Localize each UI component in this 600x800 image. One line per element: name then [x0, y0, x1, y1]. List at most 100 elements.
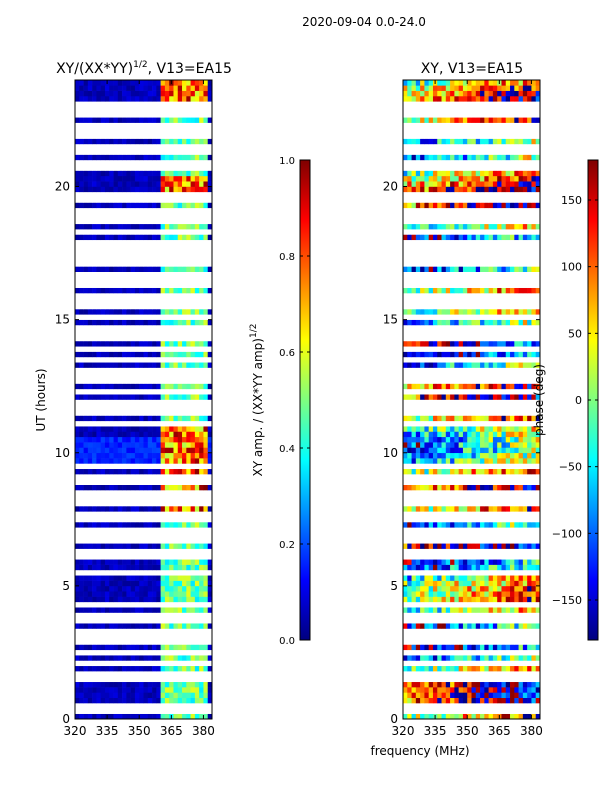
- phase-cell: [428, 703, 434, 709]
- phase-cell: [501, 553, 507, 560]
- amplitude-cell: [147, 687, 153, 693]
- amplitude-cell: [173, 404, 179, 411]
- amplitude-cell: [122, 452, 127, 459]
- amplitude-cell: [194, 133, 200, 139]
- amplitude-cell: [147, 175, 153, 182]
- phase-cell: [441, 623, 447, 629]
- amplitude-cell: [164, 223, 170, 230]
- amplitude-cell: [164, 458, 170, 464]
- amplitude-cell: [130, 287, 136, 294]
- phase-cell: [505, 612, 511, 619]
- amplitude-cell: [130, 191, 136, 198]
- amplitude-cell: [160, 404, 166, 411]
- amplitude-cell: [203, 543, 209, 549]
- phase-cell: [484, 633, 489, 640]
- amplitude-cell: [117, 308, 123, 315]
- amplitude-cell: [143, 692, 149, 698]
- amplitude-cell: [169, 229, 174, 235]
- amplitude-colorbar-tick-label: 0.8: [279, 252, 295, 263]
- amplitude-cell: [203, 106, 209, 113]
- amplitude-cell: [79, 271, 84, 278]
- phase-cell: [428, 543, 434, 549]
- phase-cell: [407, 612, 412, 619]
- amplitude-cell: [173, 521, 179, 528]
- phase-cell: [484, 676, 489, 683]
- amplitude-cell: [207, 229, 213, 235]
- amplitude-cell: [92, 95, 97, 102]
- amplitude-cell: [173, 191, 179, 198]
- amplitude-cell: [199, 585, 204, 592]
- amplitude-cell: [203, 277, 209, 283]
- amplitude-cell: [126, 170, 131, 177]
- amplitude-cell: [104, 282, 110, 288]
- phase-cell: [441, 548, 447, 555]
- amplitude-cell: [152, 229, 157, 235]
- amplitude-cell: [113, 655, 119, 661]
- amplitude-cell: [207, 287, 213, 294]
- amplitude-cell: [139, 213, 144, 219]
- amplitude-cell: [160, 191, 166, 198]
- amplitude-cell: [139, 324, 144, 331]
- amplitude-cell: [207, 303, 213, 310]
- phase-cell: [492, 628, 498, 635]
- amplitude-cell: [160, 261, 166, 267]
- phase-cell: [428, 644, 434, 651]
- amplitude-cell: [83, 362, 89, 368]
- amplitude-cell: [156, 506, 161, 512]
- amplitude-cell: [164, 415, 170, 422]
- amplitude-cell: [113, 687, 119, 693]
- amplitude-cell: [194, 553, 200, 560]
- amplitude-cell: [75, 452, 80, 459]
- amplitude-cell: [83, 282, 89, 288]
- amplitude-cell: [117, 314, 123, 320]
- amplitude-cell: [173, 111, 179, 118]
- amplitude-cell: [147, 543, 153, 549]
- phase-cell: [432, 532, 438, 539]
- amplitude-cell: [75, 601, 80, 608]
- amplitude-cell: [134, 117, 140, 123]
- phase-cell: [441, 687, 447, 693]
- amplitude-cell: [92, 484, 97, 491]
- amplitude-cell: [109, 431, 114, 438]
- amplitude-cell: [199, 601, 204, 608]
- phase-cell: [518, 623, 524, 629]
- amplitude-cell: [160, 559, 166, 565]
- amplitude-cell: [100, 383, 106, 390]
- phase-cell: [415, 660, 421, 667]
- amplitude-cell: [117, 436, 123, 443]
- amplitude-cell: [199, 372, 204, 379]
- amplitude-cell: [117, 324, 123, 331]
- amplitude-cell: [143, 149, 149, 155]
- amplitude-cell: [79, 665, 84, 672]
- amplitude-cell: [109, 266, 114, 272]
- phase-cell: [471, 644, 477, 651]
- amplitude-cell: [203, 202, 209, 209]
- amplitude-cell: [194, 101, 200, 107]
- phase-cell: [514, 612, 519, 619]
- amplitude-cell: [104, 330, 110, 336]
- amplitude-cell: [152, 149, 157, 155]
- phase-cell: [535, 548, 541, 555]
- phase-cell: [518, 687, 524, 693]
- amplitude-cell: [169, 479, 174, 485]
- phase-cell: [531, 697, 537, 704]
- amplitude-cell: [194, 713, 200, 720]
- amplitude-cell: [143, 468, 149, 475]
- amplitude-cell: [75, 154, 80, 161]
- amplitude-cell: [147, 106, 153, 113]
- amplitude-cell: [104, 372, 110, 379]
- amplitude-cell: [190, 426, 196, 432]
- phase-cell: [467, 580, 472, 587]
- amplitude-cell: [182, 117, 187, 123]
- amplitude-cell: [134, 676, 140, 683]
- phase-cell: [475, 596, 481, 603]
- phase-cell: [467, 660, 472, 667]
- amplitude-cell: [182, 617, 187, 624]
- amplitude-cell: [177, 277, 183, 283]
- amplitude-cell: [177, 649, 183, 656]
- phase-cell: [510, 671, 515, 677]
- phase-cell: [424, 665, 429, 672]
- phase-cell: [531, 708, 537, 714]
- phase-cell: [471, 649, 477, 656]
- amplitude-cell: [100, 191, 106, 198]
